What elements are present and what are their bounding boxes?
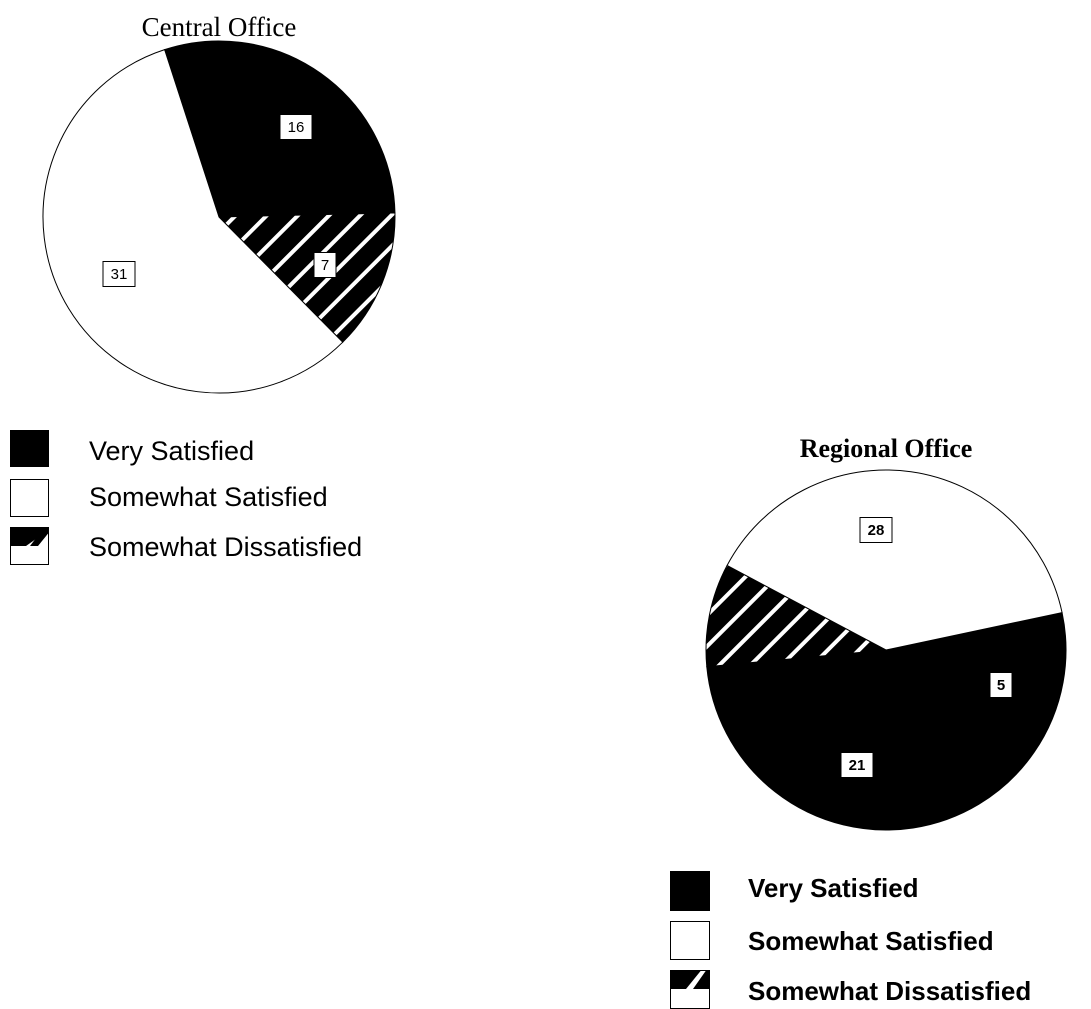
legend-label-somewhat-dissatisfied: Somewhat Dissatisfied [89,532,362,562]
regional-office-chart: Regional Office 28 5 21 Very Satisfied Som… [670,434,1067,1009]
label-somewhat-satisfied-text: 21 [849,757,866,774]
legend-swatch-very-satisfied [670,871,710,911]
slice-somewhat-satisfied [726,469,1063,651]
slice-very-satisfied [706,611,1067,831]
label-somewhat-satisfied: 31 [102,261,136,287]
regional-office-data-labels: 28 5 21 [840,517,1013,778]
label-very-satisfied-text: 28 [868,522,885,539]
label-very-satisfied: 28 [859,517,893,543]
legend-swatch-somewhat-satisfied [10,479,49,517]
central-office-data-labels: 16 7 31 [102,114,337,287]
label-somewhat-dissatisfied-text: 5 [997,677,1005,694]
label-somewhat-satisfied: 21 [840,752,874,778]
legend-swatch-somewhat-dissatisfied [670,970,710,1009]
legend-label-somewhat-satisfied: Somewhat Satisfied [89,482,328,512]
label-very-satisfied-text: 16 [288,119,305,136]
regional-office-legend: Very Satisfied Somewhat Satisfied Somewh… [670,871,1031,1009]
legend-label-very-satisfied: Very Satisfied [89,436,254,466]
slice-somewhat-dissatisfied [705,564,888,668]
legend-label-somewhat-satisfied: Somewhat Satisfied [748,926,994,956]
legend-swatch-somewhat-dissatisfied [10,527,49,565]
regional-office-title: Regional Office [800,434,973,463]
regional-office-pie [705,469,1067,831]
legend-swatch-somewhat-satisfied [670,921,710,960]
label-somewhat-satisfied-text: 31 [111,266,128,283]
central-office-legend: Very Satisfied Somewhat Satisfied Somewh… [10,430,362,565]
label-somewhat-dissatisfied-text: 7 [321,257,329,274]
slice-somewhat-dissatisfied [217,212,396,343]
legend-label-somewhat-dissatisfied: Somewhat Dissatisfied [748,976,1031,1006]
slice-somewhat-satisfied [42,48,344,394]
central-office-title: Central Office [142,12,297,42]
label-somewhat-dissatisfied: 7 [313,252,337,278]
central-office-pie [42,40,396,394]
legend-swatch-very-satisfied [10,430,49,467]
legend-label-very-satisfied: Very Satisfied [748,873,919,903]
central-office-chart: Central Office 16 7 31 Very Satisfied Some… [10,12,396,565]
label-somewhat-dissatisfied: 5 [989,672,1013,698]
label-very-satisfied: 16 [279,114,313,140]
